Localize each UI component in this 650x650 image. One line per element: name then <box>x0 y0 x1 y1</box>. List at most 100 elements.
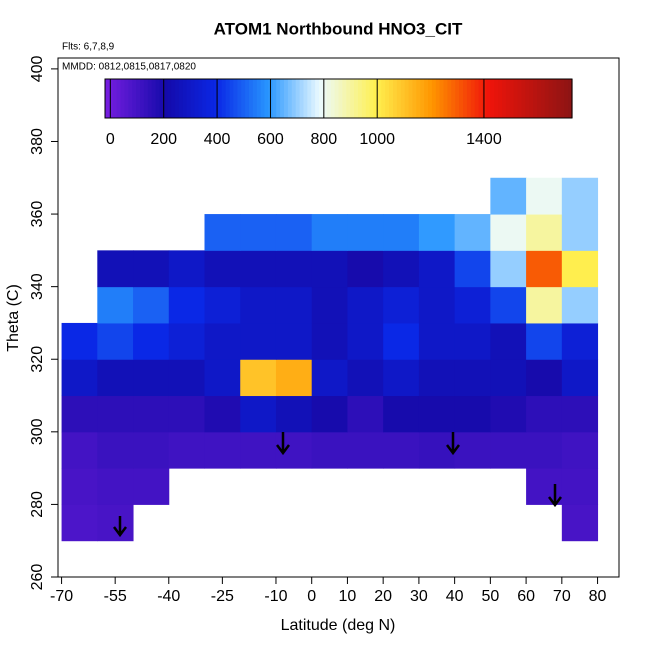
colorbar-segment <box>424 79 429 118</box>
colorbar-segment <box>447 79 452 118</box>
colorbar-segment <box>505 79 511 118</box>
colorbar-segment <box>116 79 122 118</box>
x-tick-label: -25 <box>211 588 234 605</box>
colorbar-segment <box>319 79 324 118</box>
cell <box>561 395 599 433</box>
colorbar-segment <box>272 79 277 118</box>
colorbar-segment <box>171 79 176 118</box>
cell <box>490 359 527 397</box>
colorbar-segment <box>194 79 199 118</box>
cell <box>347 286 384 324</box>
cell <box>97 359 134 397</box>
cell <box>490 177 527 215</box>
colorbar-segment <box>291 79 297 118</box>
x-tick-label: 70 <box>553 588 571 605</box>
colorbar-segment <box>186 79 192 118</box>
cell <box>168 250 206 288</box>
colorbar-segment <box>322 79 328 118</box>
colorbar-segment <box>315 79 320 118</box>
colorbar-segment <box>482 79 487 118</box>
colorbar-segment <box>346 79 351 118</box>
colorbar-segment <box>190 79 196 118</box>
x-tick-label: 80 <box>589 588 607 605</box>
cell <box>61 395 98 433</box>
cell <box>383 395 420 433</box>
colorbar-segment <box>276 79 281 118</box>
y-tick-label: 300 <box>29 418 46 445</box>
cell <box>204 359 241 397</box>
y-axis-label: Theta (C) <box>5 284 22 352</box>
colorbar-segment <box>389 79 394 118</box>
cell <box>526 468 563 505</box>
cell <box>526 250 563 288</box>
colorbar-segment <box>501 79 507 118</box>
cell <box>204 322 241 360</box>
cell <box>97 468 134 505</box>
cell <box>133 359 170 397</box>
y-tick-label: 400 <box>29 55 46 82</box>
cell <box>97 322 134 360</box>
cell <box>490 395 527 433</box>
cell <box>383 431 420 469</box>
x-tick-label: 20 <box>374 588 392 605</box>
colorbar-segment <box>564 79 569 118</box>
colorbar-segment <box>431 79 437 118</box>
colorbar-segment <box>132 79 137 118</box>
cell <box>240 250 277 288</box>
colorbar-segment <box>311 79 316 118</box>
cell <box>240 214 277 251</box>
cell <box>454 322 491 360</box>
colorbar-segment <box>213 79 219 118</box>
colorbar-segment <box>463 79 468 118</box>
cell <box>133 468 170 505</box>
cell <box>526 359 563 397</box>
cell <box>275 322 313 360</box>
colorbar-segment <box>373 79 379 118</box>
x-tick-label: 50 <box>481 588 499 605</box>
colorbar-segment <box>435 79 441 118</box>
colorbar-segment <box>428 79 433 118</box>
colorbar-segment <box>420 79 425 118</box>
colorbar-segment <box>533 79 538 118</box>
x-axis-label: Latitude (deg N) <box>281 617 396 634</box>
cell <box>240 286 277 324</box>
cell <box>168 322 206 360</box>
colorbar-segment <box>217 79 223 118</box>
colorbar-segment <box>163 79 168 118</box>
colorbar-segment <box>408 79 414 118</box>
cell <box>311 250 348 288</box>
cell <box>418 286 456 324</box>
cell <box>526 395 563 433</box>
colorbar-segment <box>229 79 235 118</box>
cell <box>561 250 599 288</box>
heatmap <box>61 177 599 542</box>
cell <box>561 504 599 542</box>
x-tick-label: -10 <box>264 588 287 605</box>
cell <box>383 286 420 324</box>
cell <box>240 322 277 360</box>
colorbar-segment <box>206 79 211 118</box>
colorbar-tick-label: 1000 <box>359 131 395 148</box>
arrow <box>446 432 460 456</box>
colorbar-segment <box>287 79 293 118</box>
colorbar-segment <box>377 79 382 118</box>
colorbar-segment <box>237 79 242 118</box>
colorbar-segment <box>404 79 410 118</box>
x-tick-label: 10 <box>339 588 357 605</box>
colorbar-segment <box>552 79 558 118</box>
cell <box>490 250 527 288</box>
x-tick-label: -40 <box>157 588 180 605</box>
colorbar-segment <box>361 79 367 118</box>
y-tick-label: 280 <box>29 491 46 518</box>
cell <box>275 395 313 433</box>
colorbar-segment <box>338 79 343 118</box>
colorbar-segment <box>284 79 289 118</box>
cell <box>168 431 206 469</box>
cell <box>275 250 313 288</box>
cell <box>347 250 384 288</box>
colorbar-segment <box>155 79 161 118</box>
cell <box>97 250 134 288</box>
cell <box>561 431 599 469</box>
colorbar-segment <box>513 79 519 118</box>
